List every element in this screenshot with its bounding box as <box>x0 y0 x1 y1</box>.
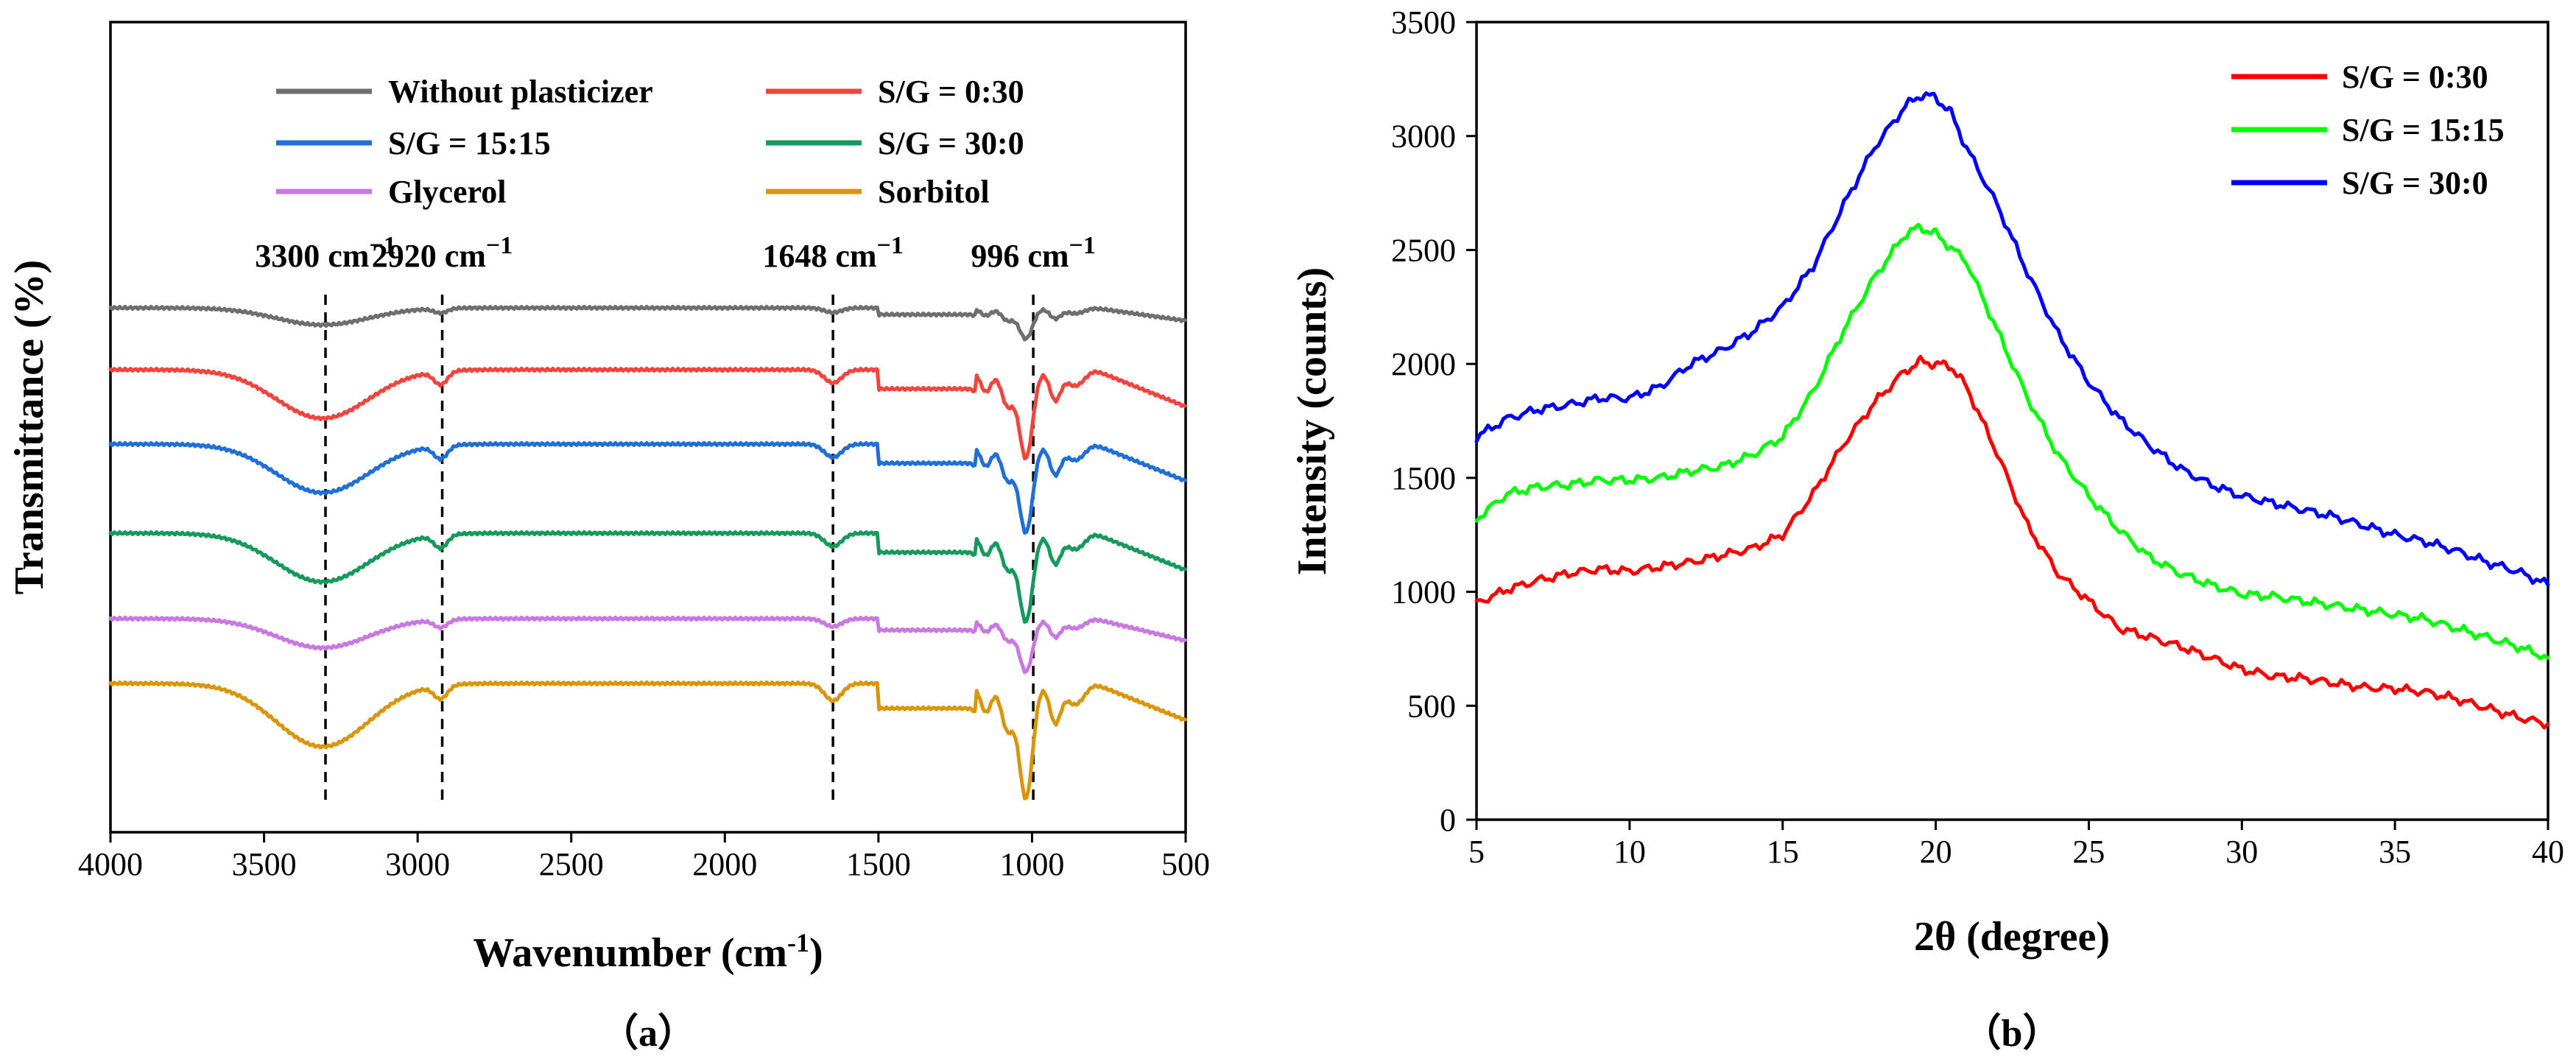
ftir-plot-frame <box>109 21 1187 834</box>
xrd-x-tick-label: 30 <box>2225 834 2258 870</box>
ftir-legend-label: Sorbitol <box>878 174 990 210</box>
ftir-series-s-g-15-15 <box>108 440 1187 535</box>
xrd-series-group <box>1474 91 2550 730</box>
panel-label-a: （a） <box>600 1012 696 1055</box>
xrd-x-tick-label: 20 <box>1920 834 1952 870</box>
ftir-series-without-plasticizer <box>108 304 1187 342</box>
ftir-x-tick-label: 1500 <box>846 846 911 882</box>
xrd-legend-label: S/G = 15:15 <box>2342 112 2505 148</box>
ftir-series-sorbitol <box>108 680 1187 801</box>
xrd-y-tick-label: 1000 <box>1391 574 1456 611</box>
ftir-legend: Without plasticizer S/G = 0:30 S/G = 15:15… <box>276 74 1024 210</box>
xrd-legend-label: S/G = 0:30 <box>2342 59 2488 95</box>
panel-label-b: （b） <box>1963 1012 2061 1055</box>
ftir-peak-label: 996 cm−1 <box>971 232 1096 274</box>
ftir-x-axis-title: Wavenumber (cm-1) <box>473 928 823 976</box>
xrd-y-tick-label: 1500 <box>1391 460 1456 496</box>
ftir-series-s-g-0-30 <box>108 366 1187 460</box>
xrd-y-axis: 0 500 1000 1500 2000 2500 3000 3500 <box>1391 4 1477 838</box>
ftir-legend-label: S/G = 0:30 <box>878 74 1024 110</box>
xrd-chart: 5 10 15 20 25 30 35 40 0 500 1000 1500 2000 2500 3000… <box>1289 4 2564 1055</box>
ftir-y-axis-title: Transmittance (%) <box>7 260 52 595</box>
ftir-legend-label: S/G = 30:0 <box>878 125 1024 161</box>
ftir-x-tick-label: 1000 <box>999 846 1064 882</box>
ftir-x-tick-label: 2500 <box>539 846 604 882</box>
xrd-y-tick-label: 3500 <box>1391 4 1456 41</box>
ftir-series-s-g-30-0 <box>108 530 1187 624</box>
xrd-x-tick-label: 10 <box>1613 834 1646 870</box>
ftir-x-tick-label: 2000 <box>692 846 757 882</box>
xrd-x-tick-label: 25 <box>2072 834 2105 870</box>
xrd-y-tick-label: 0 <box>1440 802 1456 838</box>
ftir-peak-label: 1648 cm−1 <box>762 232 904 274</box>
xrd-y-tick-label: 2000 <box>1391 346 1456 382</box>
ftir-x-axis: 4000 3500 3000 2500 2000 1500 1000 500 <box>78 832 1210 882</box>
ftir-x-tick-label: 4000 <box>78 846 143 882</box>
xrd-x-tick-label: 40 <box>2532 834 2564 870</box>
xrd-x-tick-label: 15 <box>1767 834 1799 870</box>
ftir-x-tick-label: 3500 <box>232 846 297 882</box>
ftir-chart: 4000 3500 3000 2500 2000 1500 1000 500 3300 cm−… <box>7 21 1210 1055</box>
ftir-peak-label: 2920 cm−1 <box>372 232 513 274</box>
xrd-x-tick-label: 5 <box>1468 834 1485 870</box>
xrd-series-s-g-30-0 <box>1474 91 2550 587</box>
xrd-y-tick-label: 500 <box>1407 688 1456 724</box>
xrd-plot-frame <box>1475 21 2549 821</box>
ftir-legend-label: Without plasticizer <box>388 74 653 110</box>
ftir-legend-label: S/G = 15:15 <box>388 125 551 161</box>
xrd-series-s-g-0-30 <box>1474 354 2550 730</box>
xrd-y-axis-title: Intensity (counts) <box>1289 267 1335 575</box>
xrd-y-tick-label: 3000 <box>1391 119 1456 155</box>
xrd-legend: S/G = 0:30 S/G = 15:15 S/G = 30:0 <box>2231 59 2505 201</box>
ftir-peak-label: 3300 cm−1 <box>255 232 396 274</box>
xrd-series-s-g-15-15 <box>1474 222 2550 661</box>
ftir-series-glycerol <box>108 615 1187 675</box>
xrd-x-axis-title: 2θ (degree) <box>1914 914 2110 960</box>
xrd-x-axis: 5 10 15 20 25 30 35 40 <box>1468 820 2564 870</box>
ftir-series-group <box>108 304 1187 801</box>
ftir-x-tick-label: 3000 <box>385 846 450 882</box>
xrd-legend-label: S/G = 30:0 <box>2342 165 2488 201</box>
ftir-legend-label: Glycerol <box>388 174 506 210</box>
xrd-y-tick-label: 2500 <box>1391 232 1456 268</box>
xrd-x-tick-label: 35 <box>2379 834 2411 870</box>
ftir-x-tick-label: 500 <box>1161 846 1210 882</box>
